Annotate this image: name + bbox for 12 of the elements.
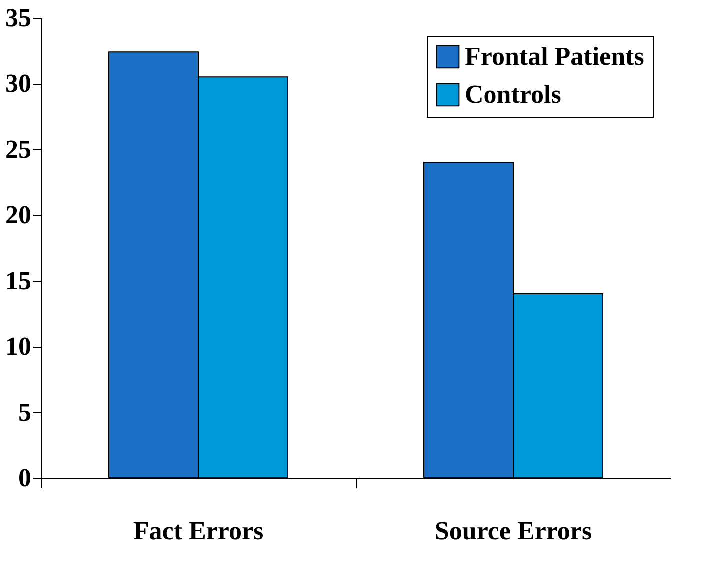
y-tick-label: 15 — [6, 266, 32, 296]
x-tick-label: Fact Errors — [133, 516, 264, 546]
x-tick-label: Source Errors — [434, 516, 592, 546]
y-tick-label: 35 — [6, 4, 32, 32]
y-tick-label: 30 — [6, 69, 32, 98]
y-tick-label: 20 — [6, 200, 32, 230]
legend-label: Frontal Patients — [465, 42, 644, 71]
y-tick-label: 0 — [18, 464, 32, 492]
y-tick-label: 5 — [18, 398, 32, 427]
y-tick-label: 10 — [6, 332, 32, 362]
y-tick-label: 25 — [6, 134, 32, 164]
legend-label: Controls — [465, 80, 562, 109]
